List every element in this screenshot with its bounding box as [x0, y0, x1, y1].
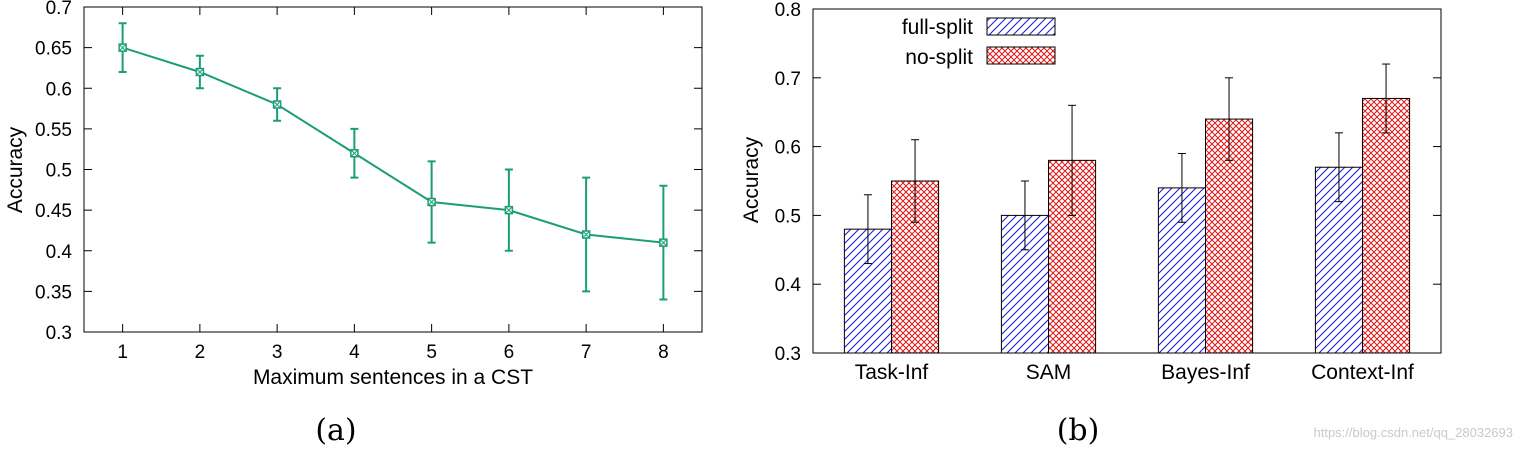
x-tick-label: 7: [581, 342, 592, 363]
watermark: https://blog.csdn.net/qq_28032693: [1314, 425, 1514, 440]
series-markers: [118, 43, 668, 247]
plot-frame: [812, 8, 1442, 354]
data-point-cross: [196, 68, 204, 76]
y-axis-title: Accuracy: [4, 126, 27, 213]
series-line: [122, 46, 664, 244]
plot-frame: [83, 6, 703, 333]
y-tick-label: 0.45: [35, 201, 72, 222]
x-axis: Task-Inf SAM Bayes-Inf Context-Inf: [855, 361, 1414, 384]
legend: full-split no-split: [902, 16, 1056, 69]
x-tick-label: 6: [504, 342, 515, 363]
x-tick-label: 8: [658, 342, 669, 363]
x-tick-label: Task-Inf: [855, 361, 929, 384]
y-tick-label: 0.35: [35, 282, 72, 303]
legend-swatch-full-split: [986, 17, 1056, 36]
x-tick-label: SAM: [1026, 361, 1072, 384]
series-line-path: [122, 46, 664, 244]
y-tick-label: 0.4: [775, 275, 802, 296]
caption-a: (a): [315, 413, 356, 448]
y-tick-label: 0.8: [775, 0, 801, 21]
error-bars: [118, 22, 668, 301]
x-tick-label: Context-Inf: [1311, 361, 1414, 384]
data-point-cross: [582, 230, 590, 239]
y-tick-label: 0.6: [775, 138, 801, 159]
legend-label-no-split: no-split: [905, 46, 973, 69]
data-point-cross: [118, 43, 127, 52]
line-chart: 0.3 0.35 0.4 0.45 0.5 0.55 0.6 0.65 0.7 1 2 3 4 5 6 7 8…: [4, 0, 703, 448]
data-point-cross: [427, 198, 436, 206]
y-tick-label: 0.65: [35, 39, 72, 60]
x-axis-title: Maximum sentences in a CST: [253, 366, 533, 389]
bar-chart: 0.3 0.4 0.5 0.6 0.7 0.8 Task-Inf SAM Bayes-Inf C…: [740, 0, 1442, 448]
y-tick-label: 0.5: [46, 161, 72, 182]
x-tick-label: 3: [272, 342, 283, 363]
y-axis: 0.3 0.4 0.5 0.6 0.7 0.8: [775, 0, 1441, 365]
bar-full-split: [1314, 166, 1364, 354]
x-axis: 1 2 3 4 5 6 7 8: [117, 7, 669, 363]
data-point-cross: [659, 238, 668, 247]
data-point-cross: [273, 100, 281, 109]
x-tick-label: 2: [195, 342, 206, 363]
error-bars: [863, 63, 1391, 265]
y-tick-label: 0.4: [46, 242, 73, 263]
legend-label-full-split: full-split: [902, 16, 973, 39]
caption-b: (b): [1057, 413, 1100, 448]
bar-no-split: [1362, 97, 1411, 354]
y-tick-label: 0.3: [775, 344, 801, 365]
y-tick-label: 0.6: [46, 79, 72, 100]
y-tick-label: 0.3: [46, 323, 72, 344]
data-point-cross: [505, 206, 513, 214]
legend-swatch-no-split: [986, 46, 1056, 65]
x-tick-label: 1: [117, 342, 128, 363]
x-tick-label: Bayes-Inf: [1161, 361, 1250, 384]
y-axis-title: Accuracy: [740, 136, 763, 223]
bars: [843, 97, 1411, 354]
y-tick-label: 0.55: [35, 120, 72, 141]
x-tick-label: 4: [349, 342, 360, 363]
y-tick-label: 0.7: [775, 69, 801, 90]
x-tick-label: 5: [426, 342, 437, 363]
y-tick-label: 0.5: [775, 206, 801, 227]
y-tick-label: 0.7: [46, 0, 72, 19]
y-axis: 0.3 0.35 0.4 0.45 0.5 0.55 0.6 0.65 0.7: [35, 0, 702, 344]
data-point-cross: [350, 149, 359, 158]
